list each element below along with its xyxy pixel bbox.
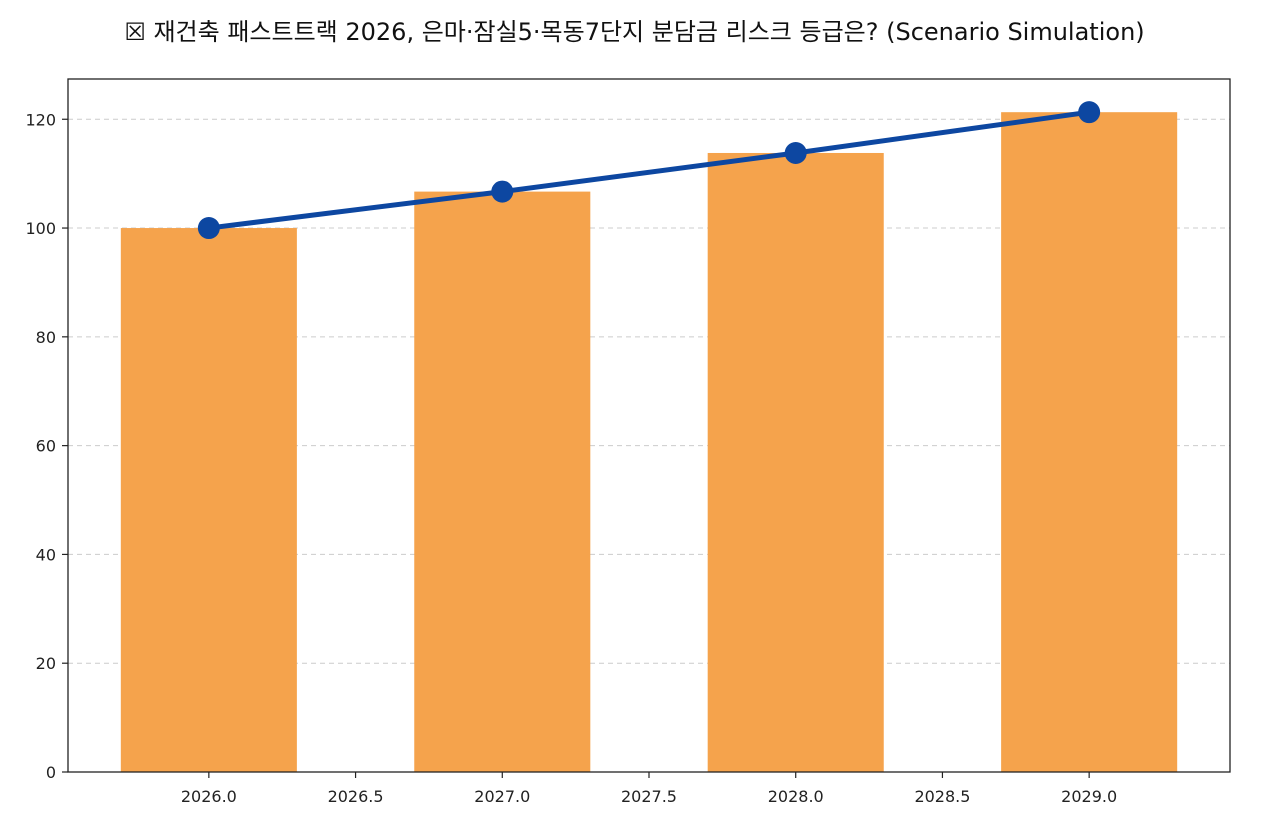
bar-series	[120, 112, 1178, 773]
bar-2028	[707, 152, 884, 772]
y-tick-label-1: 20	[36, 654, 56, 673]
line-point-2026	[197, 217, 220, 240]
y-tick-label-0: 0	[46, 763, 56, 782]
y-tick-label-5: 100	[25, 219, 56, 238]
line-series	[197, 101, 1101, 240]
trend-line	[206, 109, 1092, 231]
chart-title: ☒ 재건축 패스트트랙 2026, 은마·잠실5·목동7단지 분담금 리스크 등…	[124, 18, 1145, 46]
x-tick-label-1: 2026.5	[328, 787, 384, 806]
bar-2027	[414, 191, 591, 773]
bar-2026	[120, 228, 297, 773]
y-tick-label-4: 80	[36, 328, 56, 347]
bar-2029	[1001, 112, 1178, 772]
y-tick-label-3: 60	[36, 437, 56, 456]
y-tick-label-6: 120	[25, 110, 56, 129]
y-tick-label-2: 40	[36, 545, 56, 564]
line-point-2029	[1078, 101, 1101, 124]
y-axis-ticks: 0 20 40 60 80 100 120	[25, 110, 68, 782]
line-point-2027	[491, 180, 514, 203]
line-point-2028	[784, 141, 807, 164]
x-tick-label-0: 2026.0	[181, 787, 237, 806]
x-tick-label-4: 2028.0	[768, 787, 824, 806]
x-tick-label-6: 2029.0	[1061, 787, 1117, 806]
x-tick-label-3: 2027.5	[621, 787, 677, 806]
x-axis-ticks: 2026.0 2026.5 2027.0 2027.5 2028.0 2028.5 2029…	[181, 772, 1117, 806]
x-tick-label-5: 2028.5	[914, 787, 970, 806]
x-tick-label-2: 2027.0	[474, 787, 530, 806]
